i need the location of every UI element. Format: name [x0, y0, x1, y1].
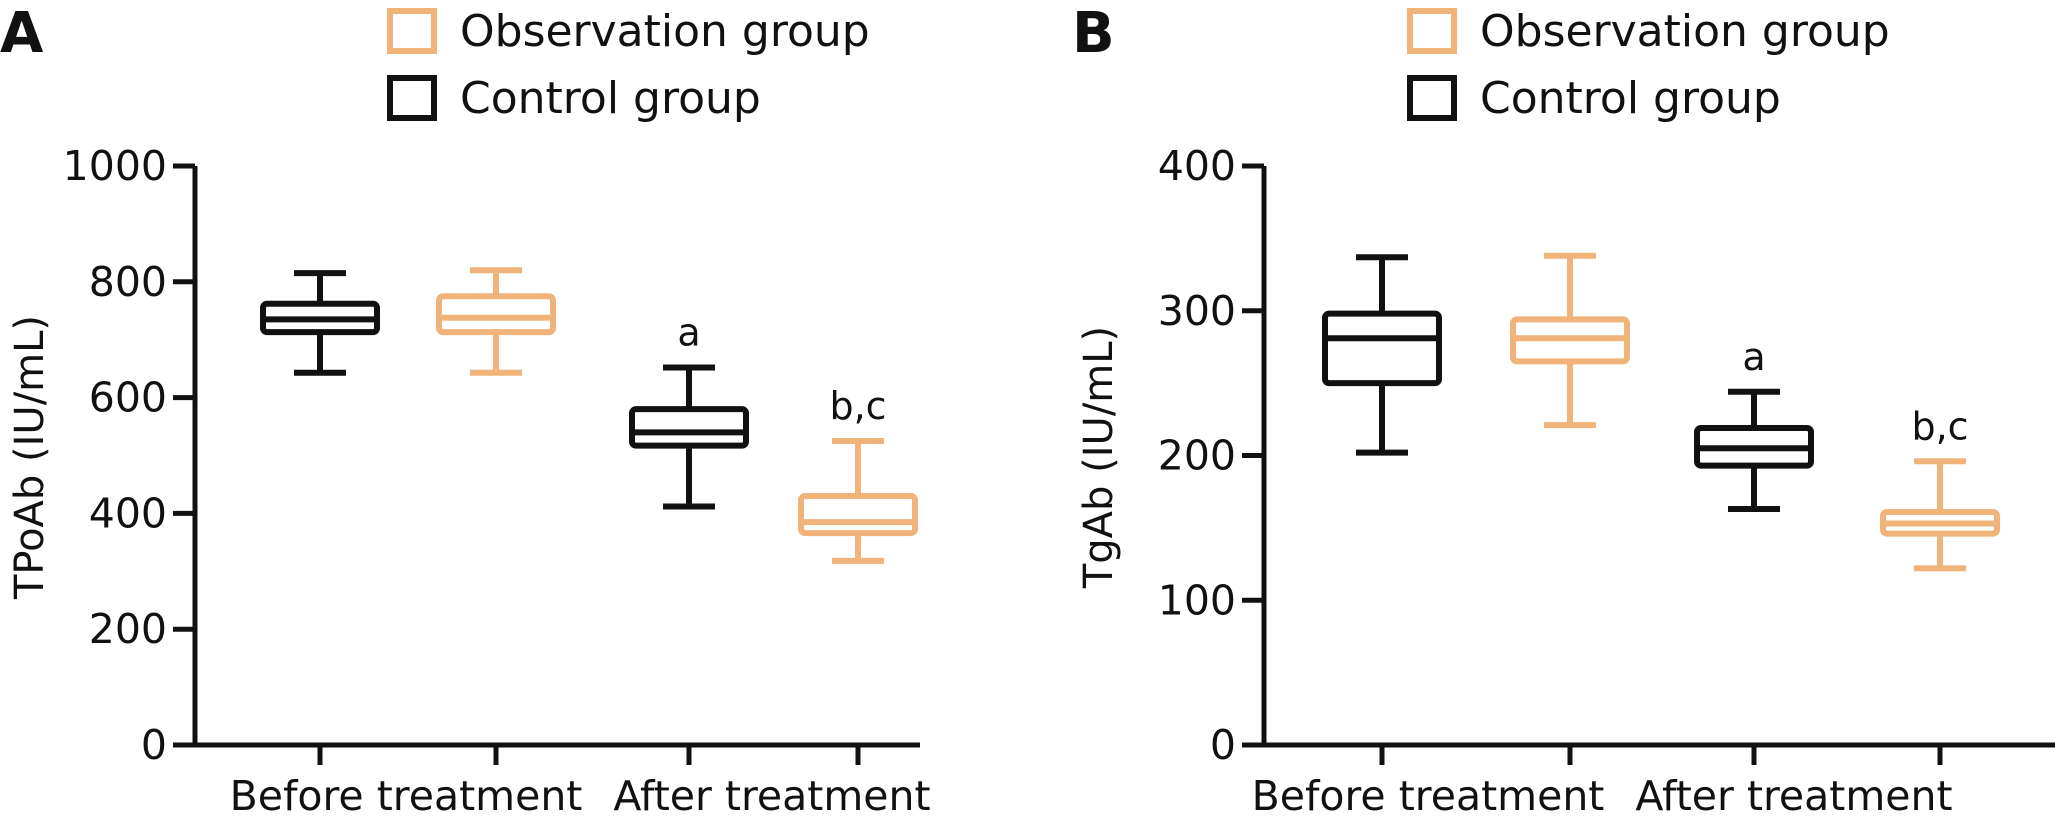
- panel-b-letter: B: [1072, 1, 1115, 66]
- panel-a-before-observation-box: [436, 293, 556, 336]
- panel-a-legend-swatch-observation: [387, 8, 437, 54]
- panel-a-legend-swatch-control: [387, 75, 437, 121]
- panel-b-legend-swatch-observation: [1407, 8, 1457, 54]
- panel-a-y-tick-label: 200: [89, 605, 167, 653]
- panel-b-y-tick-label: 400: [1158, 142, 1236, 190]
- panel-b-legend-control: Control group: [1480, 73, 1781, 124]
- panel-b-category-before: Before treatment: [1252, 772, 1605, 813]
- panel-a-after-control-box: [629, 406, 749, 449]
- panel-b-annotation-control: a: [1742, 335, 1765, 379]
- panel-a-category-before: Before treatment: [230, 772, 583, 813]
- panel-b-y-tick-label: 300: [1158, 287, 1236, 335]
- panel-a-y-axis-title: TPoAb (IU/mL): [7, 315, 53, 600]
- panel-a-y-tick-label: 600: [89, 374, 167, 422]
- panel-b-y-tick-label: 100: [1158, 576, 1236, 624]
- panel-a-legend-control: Control group: [460, 73, 761, 124]
- panel-b-y-axis-title: TgAb (IU/mL): [1076, 326, 1122, 589]
- panel-a-y-tick-label: 0: [141, 721, 167, 769]
- panel-a-y-tick-label: 800: [89, 258, 167, 306]
- panel-b-before-control-box: [1322, 310, 1442, 387]
- panel-b-legend-swatch-control: [1407, 75, 1457, 121]
- panel-a-after-observation-box: [798, 493, 918, 537]
- panel-b-y-tick-label: 200: [1158, 432, 1236, 480]
- panel-b-legend-observation: Observation group: [1480, 6, 1890, 57]
- panel-b-annotation-observation: b,c: [1911, 404, 1968, 448]
- panel-a-legend-observation: Observation group: [460, 6, 870, 57]
- panel-a-annotation-observation: b,c: [829, 384, 886, 428]
- panel-a-category-after: After treatment: [613, 772, 930, 813]
- panel-a-y-tick-label: 400: [89, 489, 167, 537]
- panel-a-annotation-control: a: [677, 310, 700, 354]
- panel-a-letter: A: [0, 1, 44, 66]
- panel-a-y-tick-label: 1000: [63, 142, 167, 190]
- panel-b-y-tick-label: 0: [1210, 721, 1236, 769]
- panel-b-category-after: After treatment: [1635, 772, 1952, 813]
